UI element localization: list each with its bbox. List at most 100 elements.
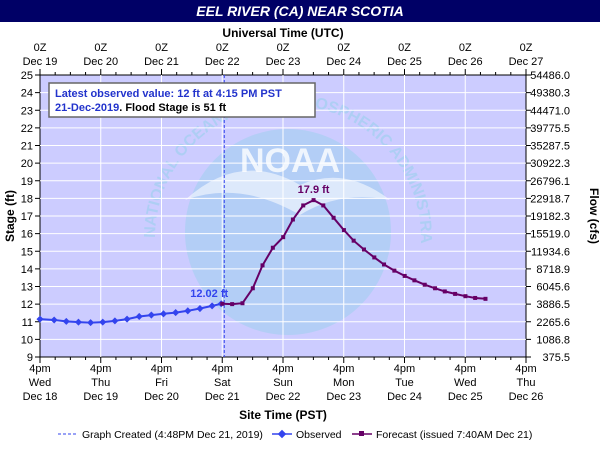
y2-axis-ticks: 375.5 1086.8 2265.6 3886.5 6045.6 8718.9 11934… bbox=[526, 70, 570, 364]
forecast-point bbox=[372, 255, 377, 260]
y-tick-label: 10 bbox=[21, 334, 33, 346]
noaa-bird-shape bbox=[185, 170, 390, 215]
observed-point bbox=[36, 315, 44, 323]
legend: Graph Created (4:48PM Dec 21, 2019) Obse… bbox=[58, 429, 532, 441]
y-tick-label: 14 bbox=[21, 264, 33, 276]
y2-tick-label: 15519.0 bbox=[530, 229, 570, 241]
legend-forecast-label: Forecast (issued 7:40AM Dec 21) bbox=[376, 429, 532, 441]
y2-tick-label: 35287.5 bbox=[530, 141, 570, 153]
x-top-tick-zulu: 0Z bbox=[216, 42, 229, 54]
forecast-point bbox=[361, 247, 366, 252]
forecast-point bbox=[422, 282, 427, 287]
x-tick-weekday: Mon bbox=[333, 377, 354, 389]
x-tick-weekday: Sun bbox=[273, 377, 293, 389]
forecast-point bbox=[311, 198, 316, 203]
forecast-point bbox=[453, 291, 458, 296]
x-top-tick-zulu: 0Z bbox=[520, 42, 533, 54]
legend-created-label: Graph Created (4:48PM Dec 21, 2019) bbox=[82, 429, 263, 441]
observed-point bbox=[87, 319, 95, 327]
x-top-tick-zulu: 0Z bbox=[94, 42, 107, 54]
x-top-tick-zulu: 0Z bbox=[398, 42, 411, 54]
legend-observed-label: Observed bbox=[296, 429, 342, 441]
forecast-point bbox=[270, 245, 275, 250]
x-tick-date: Dec 25 bbox=[448, 391, 483, 403]
x-tick-weekday: Thu bbox=[517, 377, 536, 389]
y-tick-label: 24 bbox=[21, 88, 33, 100]
forecast-point bbox=[331, 215, 336, 220]
x-tick-time: 4pm bbox=[212, 363, 233, 375]
forecast-point bbox=[382, 262, 387, 267]
observed-point bbox=[196, 304, 204, 313]
y2-axis-title: Flow (cfs) bbox=[587, 188, 600, 244]
y-tick-label: 18 bbox=[21, 193, 33, 205]
bottom-axis-title: Site Time (PST) bbox=[239, 408, 327, 422]
observed-point bbox=[147, 311, 155, 319]
x-tick-date: Dec 24 bbox=[387, 391, 422, 403]
x-tick-weekday: Thu bbox=[91, 377, 110, 389]
observed-point bbox=[74, 318, 82, 326]
info-box: Latest observed value: 12 ft at 4:15 PM … bbox=[48, 82, 316, 118]
x-tick-date: Dec 21 bbox=[205, 391, 240, 403]
x-tick-weekday: Tue bbox=[395, 377, 414, 389]
x-top-tick-zulu: 0Z bbox=[155, 42, 168, 54]
info-box-line1: Latest observed value: 12 ft at 4:15 PM … bbox=[55, 88, 282, 100]
x-top-tick-date: Dec 27 bbox=[509, 56, 544, 68]
y-tick-label: 13 bbox=[21, 282, 33, 294]
forecast-point bbox=[351, 238, 356, 243]
observed-point bbox=[99, 318, 107, 326]
forecast-point bbox=[230, 302, 235, 307]
forecast-point bbox=[341, 228, 346, 233]
x-top-tick-zulu: 0Z bbox=[459, 42, 472, 54]
info-box-frame bbox=[48, 82, 316, 118]
y2-tick-label: 54486.0 bbox=[530, 70, 570, 82]
y-axis-title: Stage (ft) bbox=[3, 190, 17, 242]
y-tick-label: 19 bbox=[21, 176, 33, 188]
x-tick-weekday: Fri bbox=[155, 377, 168, 389]
forecast-point bbox=[260, 263, 265, 268]
forecast-point bbox=[433, 286, 438, 291]
x-tick-weekday: Sat bbox=[214, 377, 231, 389]
observed-point bbox=[184, 307, 192, 315]
noaa-logo-text: NOAA bbox=[240, 142, 340, 180]
y-tick-label: 11 bbox=[22, 317, 33, 329]
y-tick-label: 22 bbox=[21, 123, 33, 135]
info-box-date: 21-Dec-2019 bbox=[55, 102, 119, 114]
observed-series-line bbox=[39, 302, 222, 324]
x-top-tick-date: Dec 23 bbox=[266, 56, 301, 68]
forecast-peak-label: 17.9 ft bbox=[298, 184, 330, 196]
forecast-point bbox=[220, 301, 225, 306]
y2-tick-label: 2265.6 bbox=[536, 317, 570, 329]
forecast-point bbox=[290, 217, 295, 222]
y2-tick-label: 1086.8 bbox=[536, 334, 570, 346]
y2-tick-label: 44471.0 bbox=[530, 105, 570, 117]
y2-tick-label: 8718.9 bbox=[536, 264, 570, 276]
forecast-point bbox=[392, 268, 397, 273]
forecast-point bbox=[301, 203, 306, 208]
observed-point bbox=[123, 315, 131, 323]
y-tick-label: 23 bbox=[21, 105, 33, 117]
x-top-tick-zulu: 0Z bbox=[337, 42, 350, 54]
x-tick-time: 4pm bbox=[151, 363, 172, 375]
info-box-flood-stage: . Flood Stage is 51 ft bbox=[119, 102, 226, 114]
x-top-tick-date: Dec 26 bbox=[448, 56, 483, 68]
y2-tick-label: 6045.6 bbox=[536, 282, 570, 294]
forecast-point bbox=[473, 295, 478, 300]
y2-tick-label: 49380.3 bbox=[530, 88, 570, 100]
y2-tick-label: 3886.5 bbox=[536, 299, 570, 311]
x-top-tick-date: Dec 19 bbox=[23, 56, 58, 68]
y2-tick-label: 22918.7 bbox=[530, 193, 570, 205]
y2-tick-label: 375.5 bbox=[542, 352, 570, 364]
forecast-point bbox=[321, 203, 326, 208]
observed-point bbox=[135, 312, 143, 320]
x-tick-time: 4pm bbox=[515, 363, 536, 375]
forecast-point bbox=[402, 273, 407, 278]
y-tick-label: 12 bbox=[21, 299, 33, 311]
x-tick-date: Dec 23 bbox=[326, 391, 361, 403]
y-tick-label: 21 bbox=[21, 141, 33, 153]
observed-point bbox=[159, 310, 168, 318]
y-tick-label: 16 bbox=[21, 229, 33, 241]
legend-observed-marker bbox=[277, 429, 287, 439]
forecast-point bbox=[250, 286, 255, 291]
x-tick-date: Dec 26 bbox=[509, 391, 544, 403]
